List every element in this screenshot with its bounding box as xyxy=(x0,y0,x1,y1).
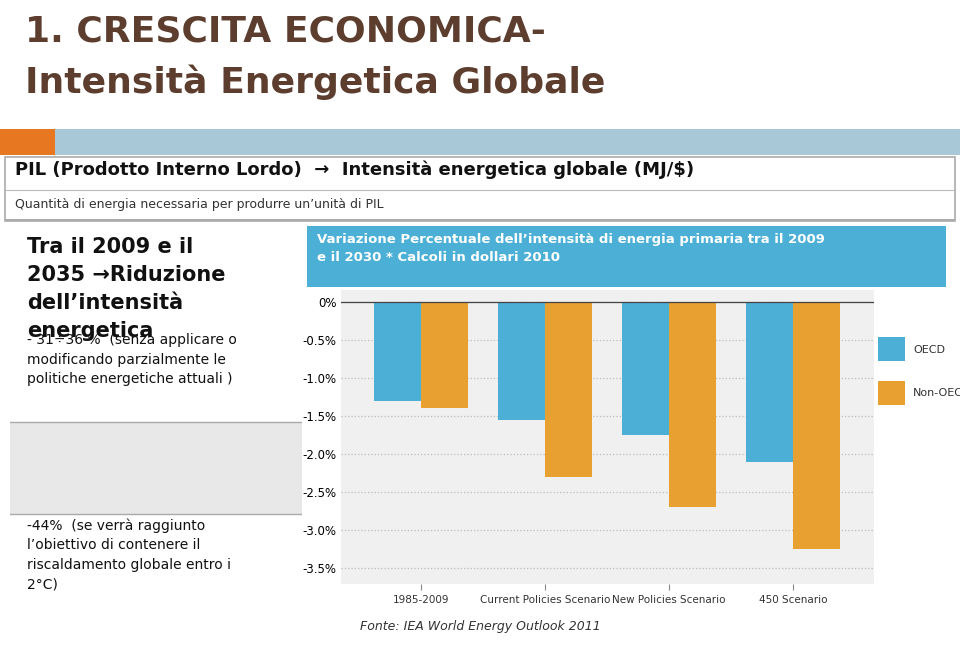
Text: - 31÷36 %  (senza applicare o
modificando parzialmente le
politiche energetiche : - 31÷36 % (senza applicare o modificando… xyxy=(27,333,237,386)
Bar xyxy=(55,129,960,155)
Text: Quantità di energia necessaria per produrre un’unità di PIL: Quantità di energia necessaria per produ… xyxy=(15,197,384,211)
Bar xyxy=(878,381,905,405)
Bar xyxy=(421,302,468,408)
Bar xyxy=(10,422,302,515)
Text: OECD: OECD xyxy=(913,344,945,355)
Bar xyxy=(545,302,592,477)
Bar xyxy=(622,302,669,435)
Bar xyxy=(0,129,55,155)
Bar xyxy=(746,302,793,462)
Bar xyxy=(10,226,302,422)
Text: Non-OECD: Non-OECD xyxy=(913,388,960,398)
Text: PIL (Prodotto Interno Lordo)  →  Intensità energetica globale (MJ/$): PIL (Prodotto Interno Lordo) → Intensità… xyxy=(15,161,694,179)
Bar xyxy=(669,302,716,508)
Text: -44%  (se verrà raggiunto
l’obiettivo di contenere il
riscaldamento globale entr: -44% (se verrà raggiunto l’obiettivo di … xyxy=(27,518,231,591)
Bar xyxy=(793,302,840,550)
Bar xyxy=(10,515,302,603)
Bar xyxy=(878,337,905,361)
Bar xyxy=(374,302,421,401)
Bar xyxy=(5,219,955,221)
Text: Tra il 2009 e il
2035 →Riduzione
dell’intensità
energetica: Tra il 2009 e il 2035 →Riduzione dell’in… xyxy=(27,237,226,341)
Text: Variazione Percentuale dell’intensità di energia primaria tra il 2009
e il 2030 : Variazione Percentuale dell’intensità di… xyxy=(317,233,825,264)
Bar xyxy=(498,302,545,420)
Text: Intensità Energetica Globale: Intensità Energetica Globale xyxy=(25,65,606,101)
Text: Fonte: IEA World Energy Outlook 2011: Fonte: IEA World Energy Outlook 2011 xyxy=(360,620,600,633)
Text: 1. CRESCITA ECONOMICA-: 1. CRESCITA ECONOMICA- xyxy=(25,15,546,49)
